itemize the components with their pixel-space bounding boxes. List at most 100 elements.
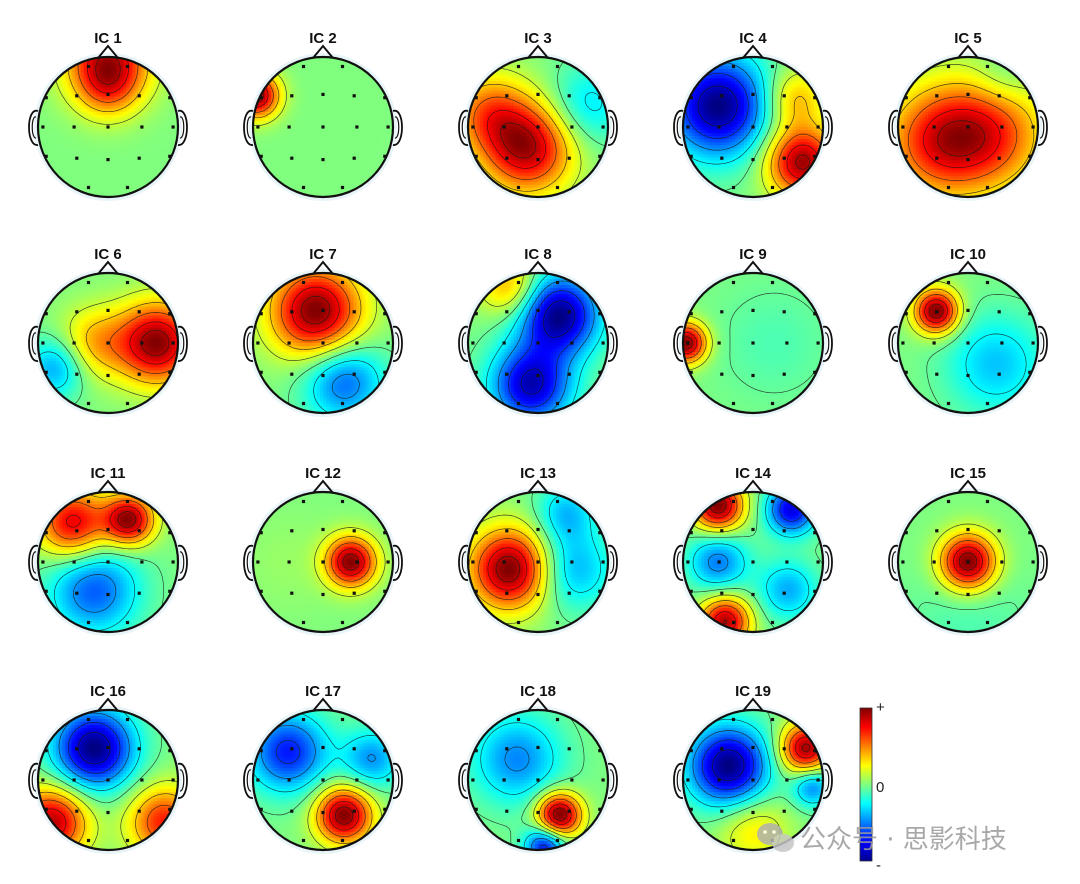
topomap-title: IC 14 (735, 465, 772, 482)
topomap: IC 7 (243, 246, 403, 417)
topomap-title: IC 1 (94, 30, 122, 47)
topomap-title: IC 7 (309, 246, 337, 263)
nose-marker (312, 479, 334, 494)
topomap: IC 16 (28, 683, 188, 854)
left-ear (888, 545, 899, 581)
nose-marker (312, 260, 334, 275)
electrode-markers (686, 717, 820, 843)
right-ear (1037, 545, 1048, 581)
colorbar: + 0 - (859, 699, 885, 874)
electrode-markers (256, 64, 390, 190)
topomap-contours (468, 710, 590, 850)
nose-marker (97, 260, 119, 275)
topomap-title: IC 18 (520, 683, 556, 700)
topomap-title: IC 13 (520, 465, 556, 482)
topomap-grid: IC 1 IC 2 IC 3 IC 4 IC 5 IC 6 IC 7 IC 8 IC 9 IC 1… (28, 30, 1048, 854)
right-ear (1037, 110, 1048, 146)
topomap-title: IC 19 (735, 683, 771, 700)
head-outline (466, 55, 610, 199)
head-outline (896, 55, 1040, 199)
topomap: IC 14 (673, 465, 833, 636)
head-outline (251, 271, 395, 415)
left-ear (458, 326, 469, 362)
head-outline (36, 708, 180, 852)
topomap: IC 3 (458, 30, 618, 201)
right-ear (177, 545, 188, 581)
right-ear (177, 763, 188, 799)
right-ear (607, 763, 618, 799)
right-ear (822, 763, 833, 799)
topomap-title: IC 15 (950, 465, 986, 482)
head-outline (466, 490, 610, 634)
left-ear (243, 545, 254, 581)
right-ear (392, 763, 403, 799)
left-ear (673, 326, 684, 362)
head-outline (681, 271, 825, 415)
colorbar-gradient (859, 707, 873, 862)
topomap-contours (314, 527, 386, 597)
topomap-title: IC 9 (739, 246, 767, 263)
head-outline (896, 271, 1040, 415)
nose-marker (527, 260, 549, 275)
head-outline (251, 708, 395, 852)
right-ear (822, 326, 833, 362)
head-outline (251, 490, 395, 634)
right-ear (607, 545, 618, 581)
right-ear (392, 326, 403, 362)
right-ear (392, 545, 403, 581)
topomap: IC 13 (458, 465, 618, 636)
electrode-markers (901, 64, 1035, 190)
topomap: IC 11 (28, 465, 188, 636)
topomap-title: IC 8 (524, 246, 552, 263)
topomap: IC 5 (888, 30, 1048, 201)
nose-marker (312, 697, 334, 712)
topomap: IC 17 (243, 683, 403, 854)
left-ear (28, 110, 39, 146)
topomap: IC 6 (28, 246, 188, 417)
head-outline (251, 55, 395, 199)
topomap-field (253, 273, 393, 413)
electrode-markers (471, 64, 605, 190)
electrode-markers (901, 280, 1035, 406)
electrode-markers (686, 280, 820, 406)
nose-marker (527, 44, 549, 59)
right-ear (392, 110, 403, 146)
head-outline (896, 490, 1040, 634)
electrode-markers (256, 499, 390, 625)
right-ear (177, 326, 188, 362)
topomap: IC 15 (888, 465, 1048, 636)
left-ear (243, 763, 254, 799)
topomap: IC 1 (28, 30, 188, 201)
topomap-title: IC 4 (739, 30, 767, 47)
topomap: IC 8 (458, 246, 618, 417)
right-ear (607, 326, 618, 362)
electrode-markers (686, 499, 820, 625)
electrode-markers (901, 499, 1035, 625)
nose-marker (742, 697, 764, 712)
electrode-markers (41, 499, 175, 625)
topomap-title: IC 11 (90, 465, 125, 482)
nose-marker (742, 260, 764, 275)
head-outline (681, 708, 825, 852)
right-ear (607, 110, 618, 146)
right-ear (1037, 326, 1048, 362)
electrode-markers (686, 64, 820, 190)
topomap-title: IC 3 (524, 30, 552, 47)
electrode-markers (471, 499, 605, 625)
electrode-markers (256, 717, 390, 843)
head-outline (36, 271, 180, 415)
left-ear (243, 326, 254, 362)
right-ear (822, 545, 833, 581)
left-ear (888, 110, 899, 146)
topomap: IC 10 (888, 246, 1048, 417)
topomap-title: IC 6 (94, 246, 122, 263)
topomap-contours (917, 523, 1019, 632)
nose-marker (742, 479, 764, 494)
left-ear (458, 110, 469, 146)
nose-marker (957, 44, 979, 59)
topomap-title: IC 2 (309, 30, 337, 47)
head-outline (36, 55, 180, 199)
electrode-markers (471, 280, 605, 406)
colorbar-min-label: - (876, 857, 881, 874)
